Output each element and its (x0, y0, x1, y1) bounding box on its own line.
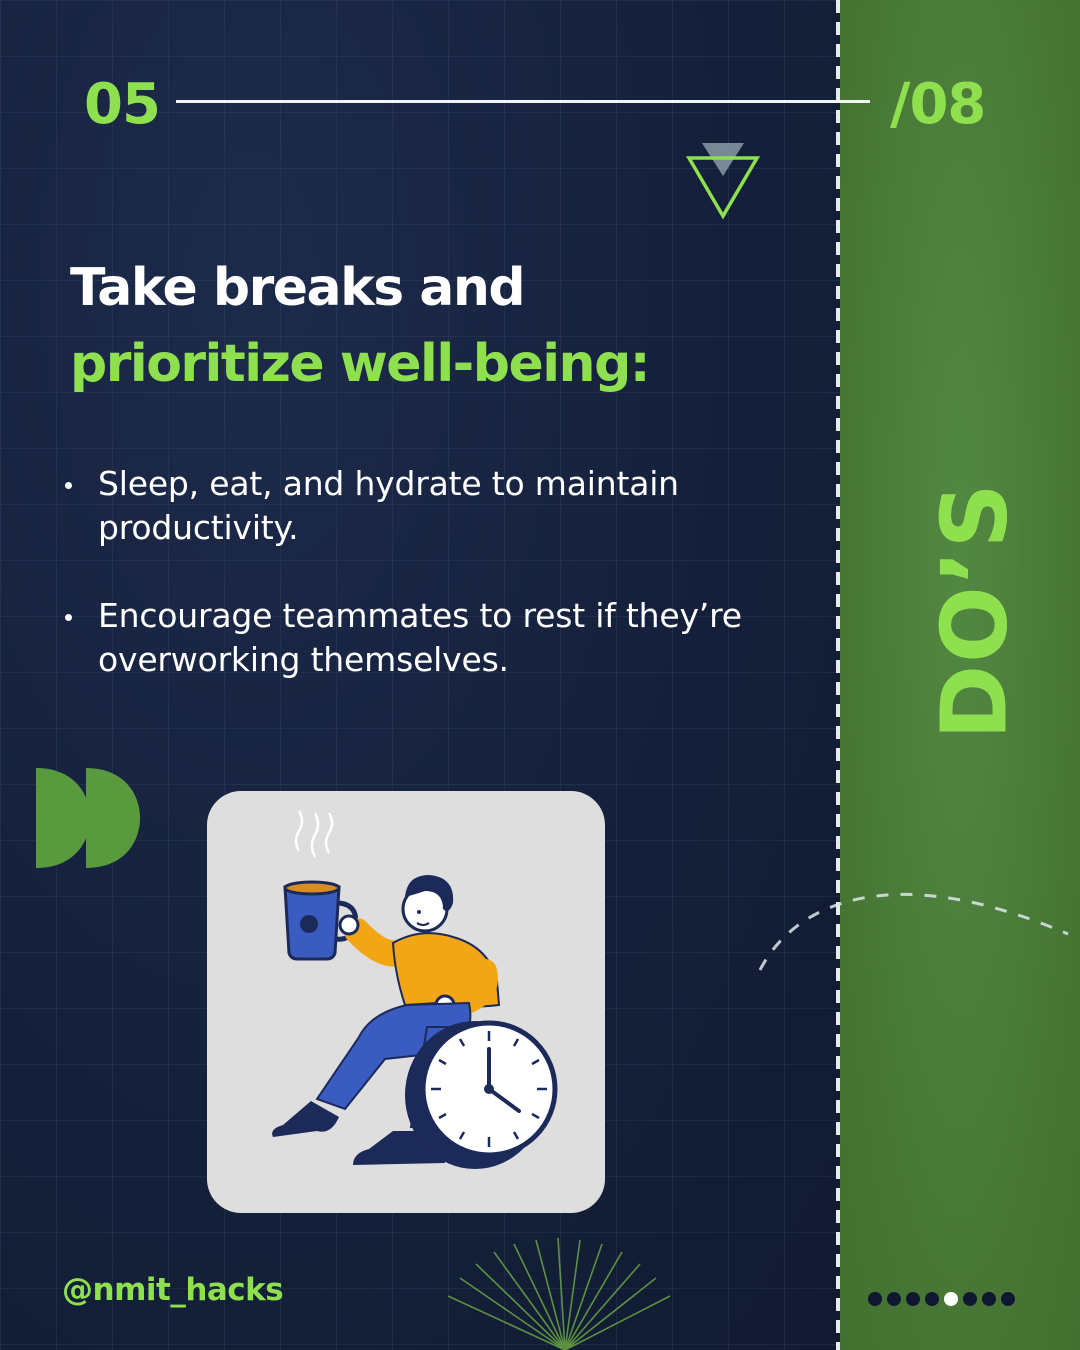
title-line-green: prioritize well-being: (70, 334, 651, 394)
side-label: DO’S (890, 470, 1060, 750)
carousel-dot (1001, 1292, 1015, 1306)
double-chevron-icon (36, 768, 140, 868)
carousel-dot (925, 1292, 939, 1306)
list-item: Encourage teammates to rest if they’re o… (60, 594, 780, 682)
slide-title: Take breaks and prioritize well-being: (70, 258, 651, 394)
side-panel (840, 0, 1080, 1350)
header-rule (176, 100, 870, 103)
content-panel (0, 0, 840, 1350)
social-handle: @nmit_hacks (62, 1272, 284, 1308)
dashed-arc-icon (758, 893, 1069, 971)
illustration-card (207, 791, 605, 1213)
list-item-text: Sleep, eat, and hydrate to maintain prod… (98, 464, 679, 547)
bullet-icon (65, 614, 72, 621)
person-on-clock-illustration (272, 810, 558, 1169)
triangle-marker-icon (685, 143, 761, 220)
carousel-dot (868, 1292, 882, 1306)
carousel-dot (906, 1292, 920, 1306)
page-total: /08 (890, 72, 986, 137)
dashed-divider (836, 0, 840, 1350)
carousel-indicator (868, 1292, 1015, 1306)
carousel-dot (963, 1292, 977, 1306)
carousel-dot (887, 1292, 901, 1306)
list-item: Sleep, eat, and hydrate to maintain prod… (60, 462, 780, 550)
carousel-dot-active (944, 1292, 958, 1306)
page-current: 05 (84, 72, 161, 137)
side-label-text: DO’S (922, 480, 1028, 740)
tips-list: Sleep, eat, and hydrate to maintain prod… (60, 462, 780, 726)
bullet-icon (65, 482, 72, 489)
carousel-dot (982, 1292, 996, 1306)
title-line-white: Take breaks and (70, 258, 526, 318)
list-item-text: Encourage teammates to rest if they’re o… (98, 596, 742, 679)
burst-lines-icon (447, 1238, 671, 1350)
